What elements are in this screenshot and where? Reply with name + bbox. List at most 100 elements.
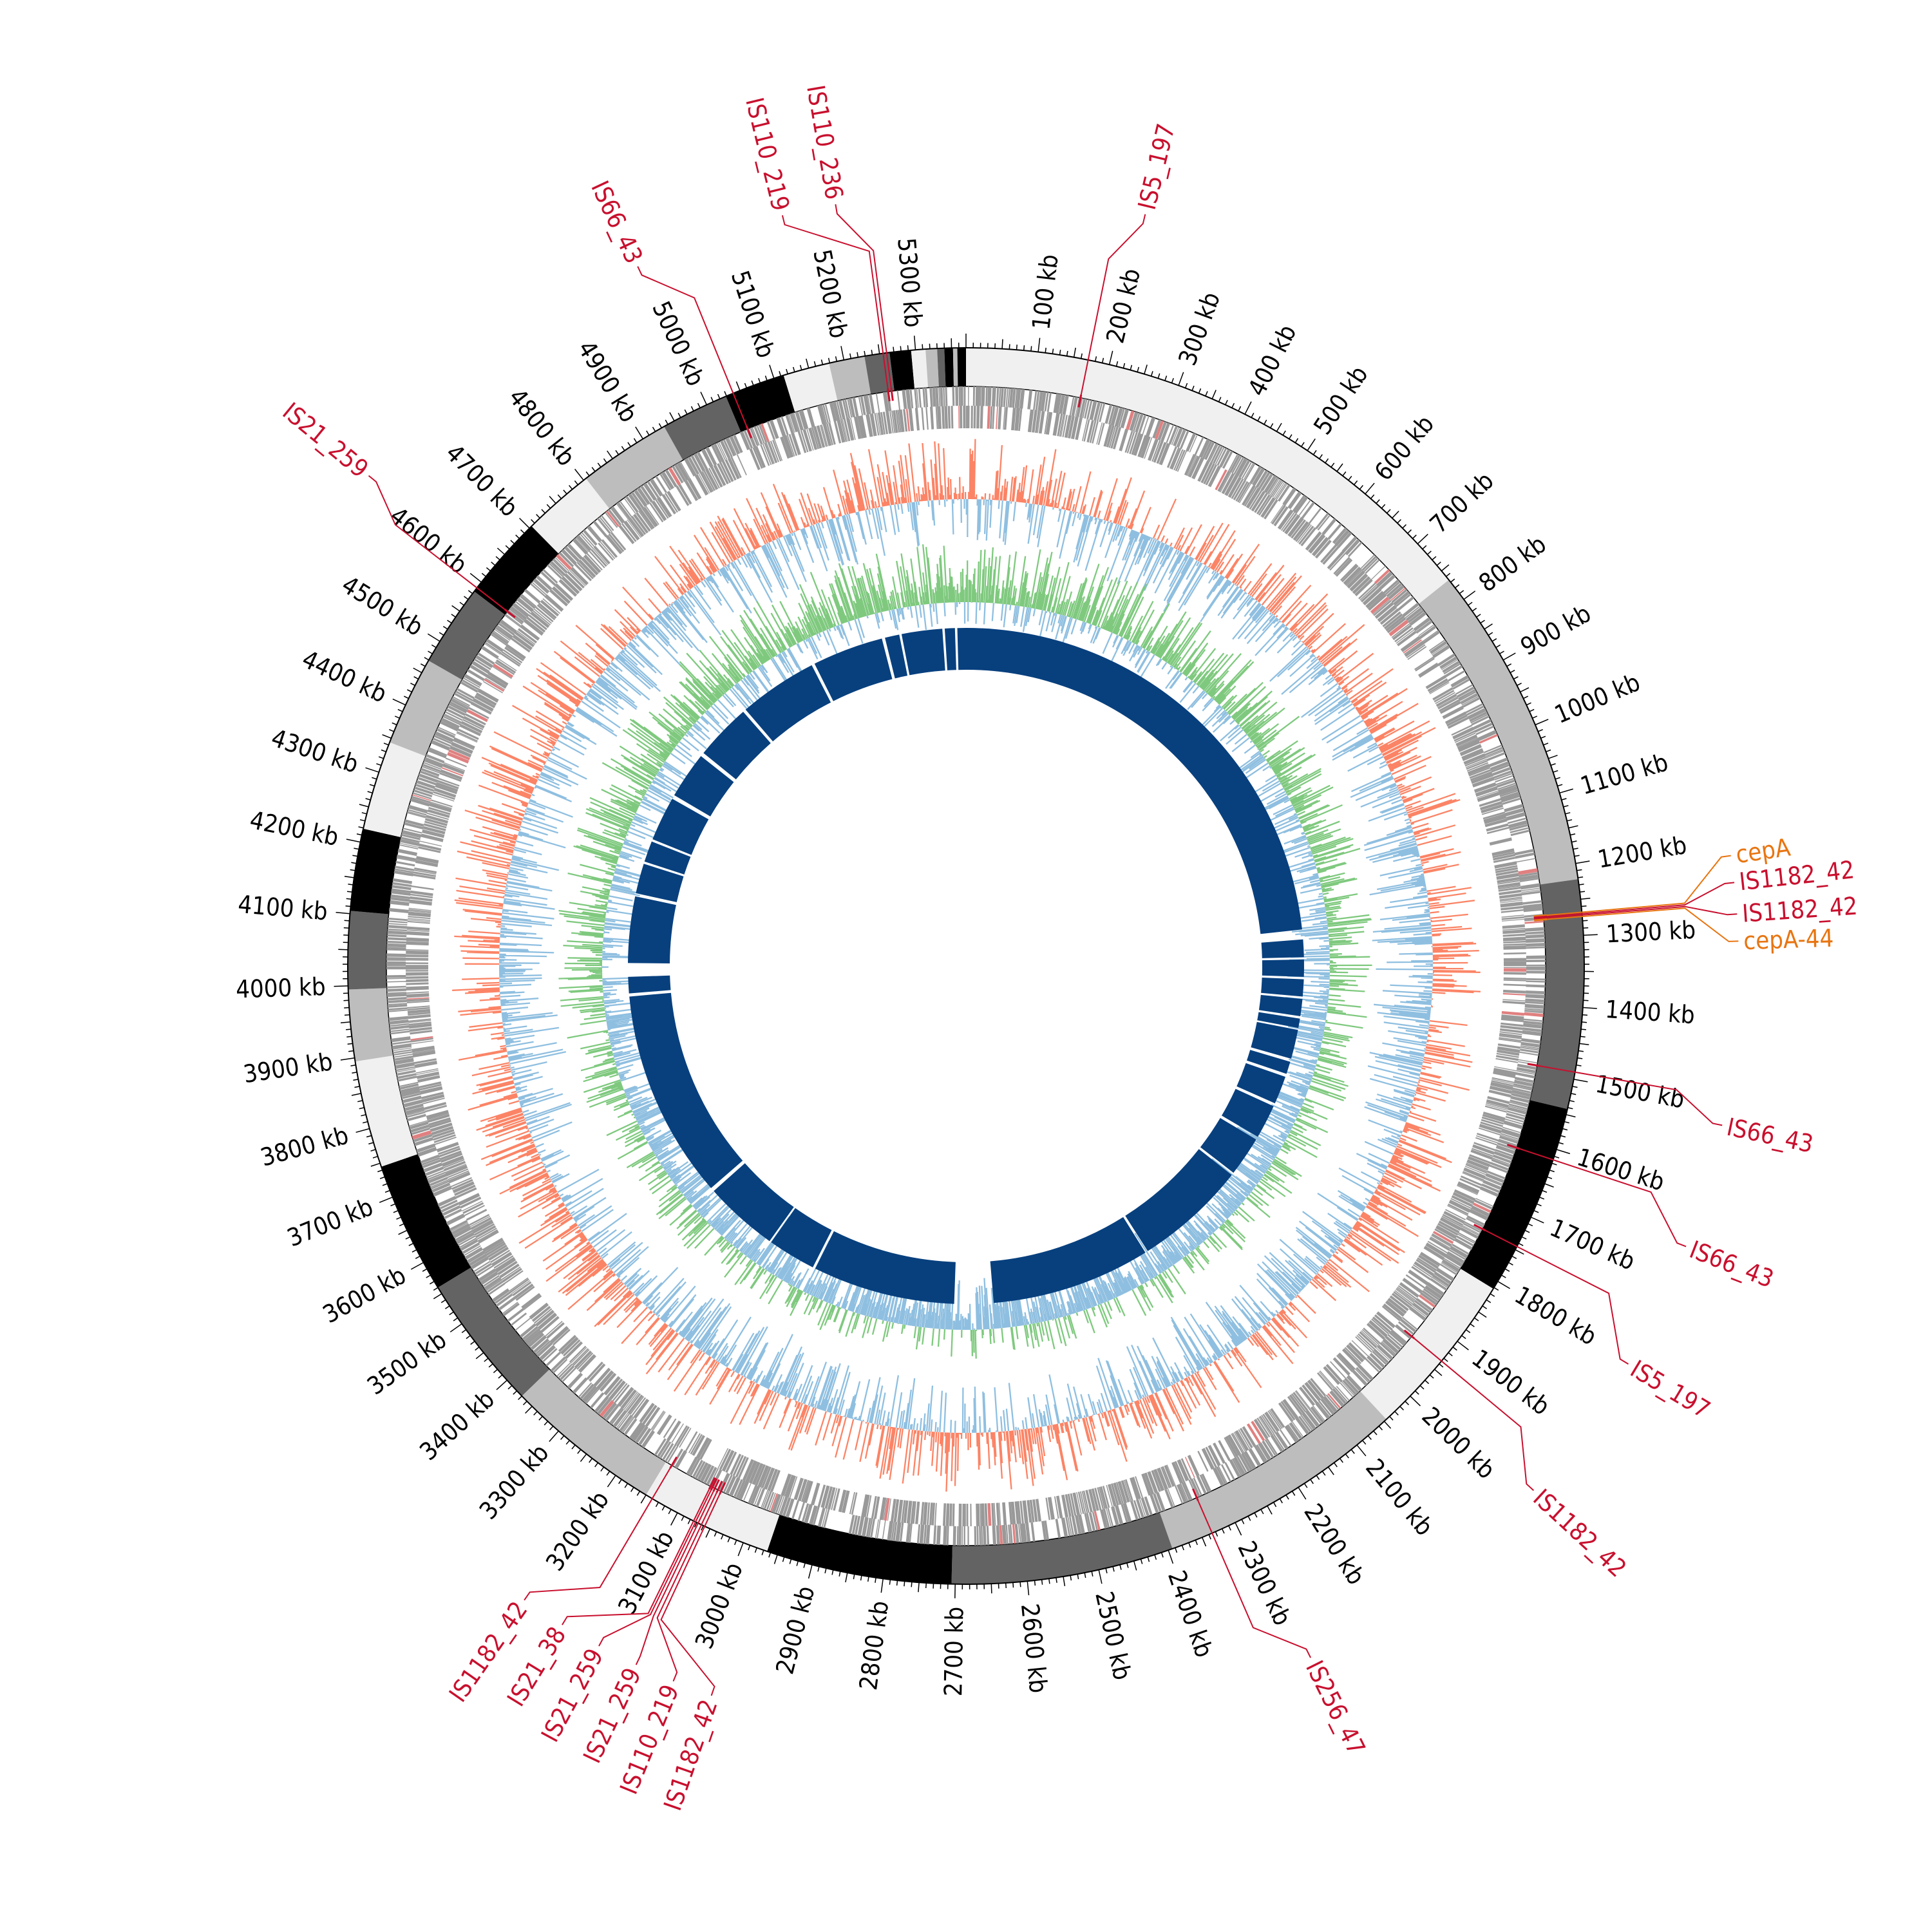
synteny-block-6 (1257, 1012, 1300, 1028)
annotation-connector (524, 1468, 671, 1601)
contig-segment-30 (925, 348, 939, 388)
synteny-block-14 (815, 1231, 956, 1304)
contig-segment-5 (1359, 1268, 1493, 1419)
tick-label: 1300 kb (1605, 916, 1696, 949)
contig-segment-16 (350, 828, 401, 914)
gc-content-negative (498, 498, 1434, 1434)
annotation-marker (504, 609, 516, 618)
synteny-block-13 (990, 1217, 1146, 1303)
synteny-block-22 (652, 799, 709, 855)
contig-segment-10 (522, 1369, 667, 1495)
synteny-block-2 (1261, 939, 1304, 958)
synteny-block-23 (674, 756, 734, 817)
annotation-connector (1485, 1229, 1629, 1365)
contig-segment-8 (767, 1515, 952, 1584)
contig-segment-14 (348, 988, 393, 1062)
contig-segment-20 (474, 526, 559, 615)
synteny-block-12 (1125, 1149, 1232, 1251)
synteny-block-30 (957, 628, 966, 670)
synteny-block-15 (771, 1208, 832, 1267)
contig-segment-26 (829, 356, 871, 401)
annotation-connector (562, 1488, 710, 1625)
tick-label: 4000 kb (236, 972, 327, 1003)
annotation-marker (1533, 916, 1548, 920)
contig-segment-2 (1418, 580, 1578, 885)
tick-label: 2700 kb (939, 1606, 969, 1696)
annotation-marker (1506, 1143, 1520, 1150)
annotation-marker (1533, 915, 1547, 919)
annotation-connector (781, 215, 889, 389)
annotation-marker (890, 388, 894, 401)
contig-segment-23 (664, 396, 741, 460)
annotation-connector (637, 266, 748, 426)
contig-segment-7 (951, 1512, 1173, 1584)
annotation-connector (1197, 1500, 1311, 1658)
synteny-block-5 (1258, 994, 1303, 1016)
contig-segment-9 (646, 1462, 780, 1551)
annotation-connector (656, 1492, 717, 1681)
annotation-connector (1546, 855, 1731, 916)
contig-segment-15 (347, 911, 389, 990)
contig-segment-1 (966, 348, 1449, 604)
gc-skew-positive (558, 544, 1372, 1359)
synteny-block-9 (1236, 1063, 1285, 1104)
synteny-block-29 (944, 628, 956, 670)
contig-segment-33 (952, 348, 958, 387)
synteny-block-11 (1200, 1118, 1256, 1173)
contig-segment-25 (783, 363, 838, 413)
annotation-marker (1403, 1329, 1416, 1340)
contig-segment-4 (1460, 1100, 1567, 1289)
annotation-label: cepA-44 (1743, 924, 1834, 955)
synteny-block-4 (1261, 978, 1304, 997)
contig-segment-31 (937, 348, 946, 387)
annotation-marker (712, 1479, 720, 1492)
tick-marks (334, 334, 1598, 1598)
contig-segment-28 (889, 350, 915, 391)
contig-segment-29 (911, 349, 929, 389)
synteny-block-8 (1247, 1050, 1291, 1074)
contig-segment-18 (390, 660, 462, 757)
annotation-marker (1077, 394, 1083, 408)
contig-ring (347, 347, 1585, 1585)
contig-segment-34 (957, 348, 966, 387)
contig-segment-22 (585, 426, 683, 509)
contig-segment-6 (1159, 1391, 1387, 1549)
contig-segment-11 (438, 1267, 550, 1396)
synteny-block-21 (644, 841, 691, 875)
annotation-marker (669, 1456, 678, 1469)
synteny-block-10 (1222, 1088, 1274, 1137)
synteny-block-28 (901, 629, 945, 676)
tick-ring (334, 334, 1598, 1598)
annotation-marker (1533, 914, 1547, 918)
annotation-marker (1534, 918, 1548, 922)
synteny-block-7 (1251, 1021, 1298, 1059)
annotation-connector (1540, 1065, 1723, 1126)
annotation-connector (635, 1491, 714, 1665)
annotation-connector (835, 204, 892, 388)
annotation-connector (598, 1490, 712, 1647)
annotation-marker (745, 426, 753, 439)
annotation-marker (715, 1481, 723, 1493)
tick-label: 1400 kb (1604, 995, 1696, 1029)
gc-skew-negative (601, 601, 1331, 1331)
contig-segment-3 (1530, 879, 1585, 1110)
contig-segment-17 (363, 742, 426, 837)
annotation-marker (719, 1482, 726, 1495)
synteny-block-20 (636, 864, 684, 902)
annotation-connector (1546, 882, 1735, 918)
synteny-block-27 (885, 634, 908, 679)
synteny-block-25 (745, 665, 831, 742)
contig-segment-32 (944, 348, 954, 387)
annotation-connector (1547, 907, 1739, 942)
gc-content-track (452, 439, 1481, 1492)
annotation-connector (1519, 1148, 1687, 1247)
synteny-block-18 (628, 975, 671, 994)
annotation-connector (660, 1493, 721, 1696)
annotation-marker (1192, 1488, 1199, 1501)
synteny-block-17 (629, 992, 743, 1188)
contig-segment-19 (428, 591, 506, 680)
synteny-ring (628, 628, 1304, 1304)
contig-segment-12 (381, 1154, 471, 1288)
